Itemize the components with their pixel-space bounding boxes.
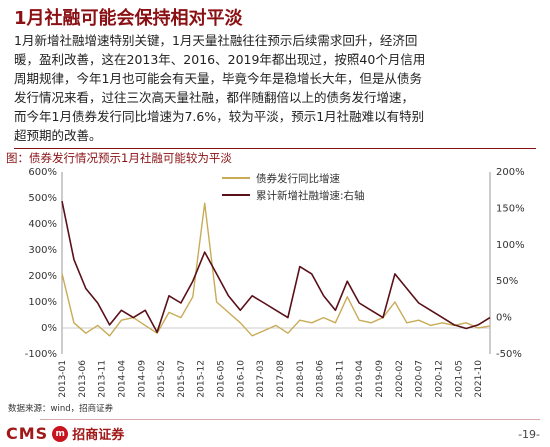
body-line: 暖，盈利改善，这在2013年、2016、2019年都出现过，按照40个月信用 — [14, 52, 426, 67]
x-tick-label: 2015-07 — [177, 360, 187, 398]
x-tick-label: 2018-11 — [335, 360, 345, 398]
body-line: 超预期的改善。 — [14, 128, 102, 143]
body-line: 发行情况来看，过往三次高天量社融，都伴随翻倍以上的债务发行增速， — [14, 90, 415, 105]
y-right-tick-label: 50% — [496, 276, 518, 287]
body-line: 周期规律，今年1月也可能会有天量，毕竟今年是稳增长大年，但是从债务 — [14, 71, 422, 86]
x-tick-label: 2016-05 — [217, 360, 227, 398]
footer-divider — [40, 419, 540, 420]
x-tick-label: 2015-12 — [197, 360, 207, 398]
figure-caption: 图：债券发行情况预示1月社融可能较为平淡 — [6, 151, 232, 165]
x-tick-label: 2013-06 — [78, 360, 88, 398]
x-tick-label: 2020-07 — [415, 360, 425, 398]
y-right-tick-label: -50% — [496, 349, 522, 360]
x-tick-label: 2020-02 — [395, 360, 405, 398]
y-left-tick-label: 600% — [28, 167, 57, 178]
y-left-tick-label: 500% — [28, 193, 57, 204]
x-tick-label: 2013-01 — [58, 360, 68, 398]
x-tick-label: 2018-06 — [316, 360, 326, 398]
logo-latin: CMS — [6, 424, 49, 443]
y-right-tick-label: 0% — [496, 313, 512, 324]
legend-label-1: 债券发行同比增速 — [256, 172, 340, 185]
x-tick-label: 2019-04 — [355, 360, 365, 398]
x-tick-label: 2020-12 — [434, 360, 444, 398]
x-tick-label: 2021-05 — [454, 360, 464, 398]
x-tick-label: 2013-11 — [98, 360, 108, 398]
y-left-tick-label: -100% — [25, 349, 57, 360]
page-title: 1月社融可能会保持相对平淡 — [14, 8, 243, 29]
data-source: 数据来源：wind，招商证券 — [8, 404, 114, 414]
x-tick-label: 2016-10 — [236, 360, 246, 398]
y-right-tick-label: 200% — [496, 167, 525, 178]
x-tick-label: 2017-03 — [256, 360, 266, 398]
x-tick-label: 2017-08 — [276, 360, 286, 398]
y-left-tick-label: 100% — [28, 297, 57, 308]
x-tick-label: 2014-04 — [117, 360, 127, 398]
y-left-tick-label: 400% — [28, 219, 57, 230]
body-line: 1月新增社融增速特别关键，1月天量社融往往预示后续需求回升，经济回 — [14, 33, 418, 48]
logo-badge-icon: m — [52, 425, 69, 442]
line-chart: -100% 0% 100% 200% 300% 400% 500% 600% -50% 0% 50%… — [25, 167, 525, 398]
y-left-tick-label: 200% — [28, 271, 57, 282]
legend-label-2: 累计新增社融增速:右轴 — [256, 189, 365, 202]
series-line-1 — [61, 202, 491, 337]
x-tick-label: 2018-01 — [296, 360, 306, 398]
section-divider — [14, 148, 536, 149]
x-tick-label: 2014-09 — [137, 360, 147, 398]
y-left-tick-label: 300% — [28, 245, 57, 256]
x-tick-label: 2019-09 — [375, 360, 385, 398]
body-paragraph: 1月新增社融增速特别关键，1月天量社融往往预示后续需求回升，经济回 暖，盈利改善… — [14, 31, 536, 145]
y-left-tick-label: 0% — [41, 323, 57, 334]
x-tick-label: 2015-02 — [157, 360, 167, 398]
series-line-2 — [61, 200, 491, 333]
page-number: -19- — [518, 428, 540, 441]
body-line: 而今年1月债券发行同比增速为7.6%，较为平淡，预示1月社融难以有特别 — [14, 109, 425, 124]
company-logo: CMS m 招商证券 — [6, 424, 124, 443]
x-tick-label: 2021-10 — [474, 360, 484, 398]
logo-chinese: 招商证券 — [72, 428, 125, 443]
y-right-tick-label: 150% — [496, 203, 525, 214]
y-right-tick-label: 100% — [496, 240, 525, 251]
